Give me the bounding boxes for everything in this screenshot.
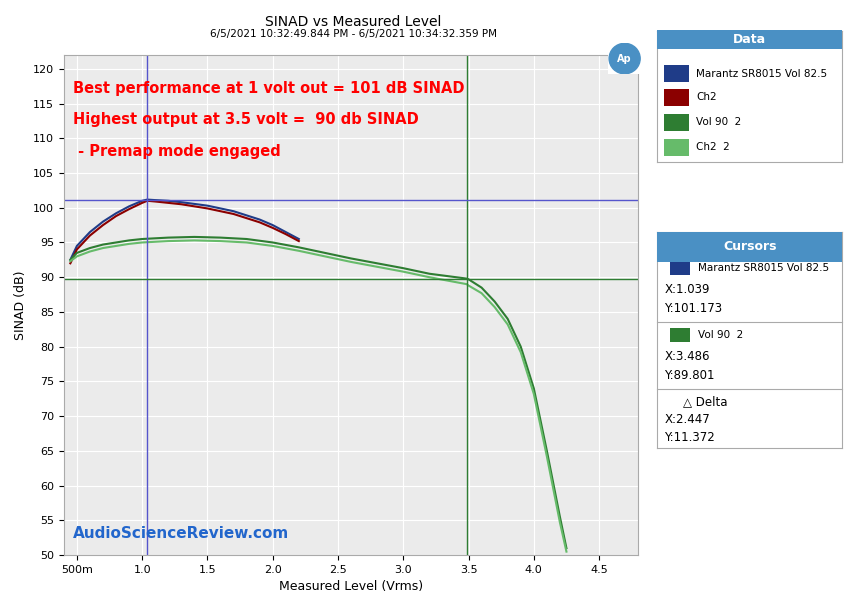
Text: Marantz SR8015 Vol 82.5: Marantz SR8015 Vol 82.5	[698, 263, 829, 273]
Bar	[670, 328, 690, 342]
Text: Data: Data	[734, 33, 766, 46]
Text: Ch2  2: Ch2 2	[696, 142, 729, 152]
Text: △ Delta: △ Delta	[683, 395, 728, 408]
Text: AudioScienceReview.com: AudioScienceReview.com	[73, 526, 289, 540]
Text: Y:89.801: Y:89.801	[665, 369, 715, 382]
Text: Y:11.372: Y:11.372	[665, 431, 715, 444]
Text: Highest output at 3.5 volt =  90 db SINAD: Highest output at 3.5 volt = 90 db SINAD	[73, 112, 419, 127]
Text: - Premap mode engaged: - Premap mode engaged	[73, 143, 281, 159]
Text: Vol 90  2: Vol 90 2	[696, 117, 741, 127]
Bar	[665, 89, 688, 106]
Bar	[657, 232, 842, 262]
Text: SINAD vs Measured Level: SINAD vs Measured Level	[265, 15, 442, 29]
Text: X:2.447: X:2.447	[665, 412, 710, 426]
Text: Y:101.173: Y:101.173	[665, 302, 722, 315]
Bar	[670, 261, 690, 275]
Bar	[665, 138, 688, 156]
Text: Cursors: Cursors	[723, 240, 776, 254]
Text: 6/5/2021 10:32:49.844 PM - 6/5/2021 10:34:32.359 PM: 6/5/2021 10:32:49.844 PM - 6/5/2021 10:3…	[209, 29, 497, 39]
Text: Ch2: Ch2	[696, 92, 717, 102]
Text: Marantz SR8015 Vol 82.5: Marantz SR8015 Vol 82.5	[696, 69, 827, 79]
Text: X:1.039: X:1.039	[665, 282, 710, 296]
Circle shape	[609, 43, 640, 74]
Text: Ap: Ap	[617, 54, 632, 63]
Text: Best performance at 1 volt out = 101 dB SINAD: Best performance at 1 volt out = 101 dB …	[73, 81, 465, 96]
Text: Vol 90  2: Vol 90 2	[698, 330, 743, 340]
Text: X:3.486: X:3.486	[665, 350, 710, 363]
Bar	[665, 114, 688, 131]
Bar	[665, 65, 688, 82]
X-axis label: Measured Level (Vrms): Measured Level (Vrms)	[279, 580, 423, 594]
Bar	[657, 30, 842, 49]
Y-axis label: SINAD (dB): SINAD (dB)	[14, 270, 27, 340]
